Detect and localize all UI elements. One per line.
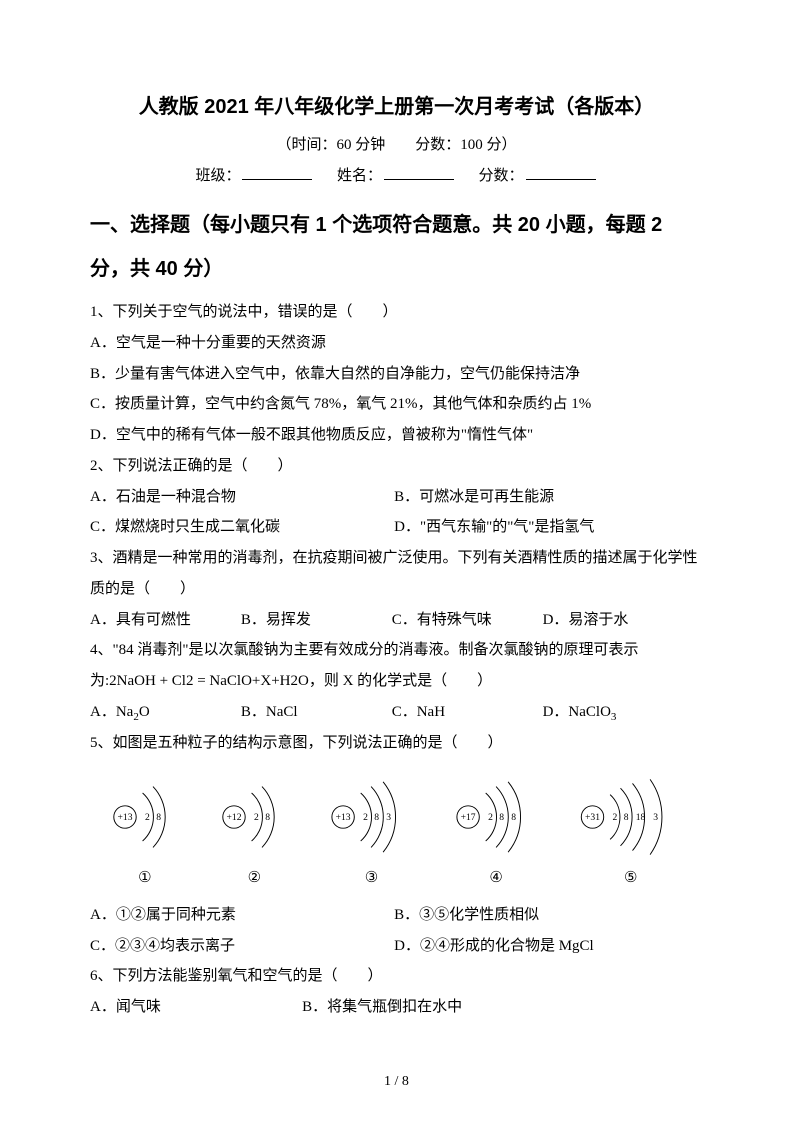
student-info-line: 班级： 姓名： 分数： <box>90 164 703 185</box>
q4-opts: A．Na2O B．NaCl C．NaH D．NaClO3 <box>90 697 703 729</box>
svg-text:2: 2 <box>145 812 150 823</box>
atom-5-label: ⑤ <box>573 863 688 894</box>
q5-opt-a: A．①②属于同种元素 <box>90 900 390 931</box>
q4-stem: 4、"84 消毒剂"是以次氯酸钠为主要有效成分的消毒液。制备次氯酸钠的原理可表示… <box>90 635 703 697</box>
section-1-heading: 一、选择题（每小题只有 1 个选项符合题意。共 20 小题，每题 2 分，共 4… <box>90 203 703 291</box>
page-footer: 1 / 8 <box>0 1074 793 1090</box>
q5-stem: 5、如图是五种粒子的结构示意图，下列说法正确的是（ ） <box>90 728 703 759</box>
svg-text:+17: +17 <box>460 812 475 823</box>
q6-opt-b: B．将集气瓶倒扣在水中 <box>302 992 462 1023</box>
svg-text:+12: +12 <box>227 812 242 823</box>
score-blank[interactable] <box>526 164 596 180</box>
q4-d-sub: 3 <box>611 711 617 723</box>
svg-text:8: 8 <box>624 812 629 823</box>
q5-row1: A．①②属于同种元素 B．③⑤化学性质相似 <box>90 900 703 931</box>
question-4: 4、"84 消毒剂"是以次氯酸钠为主要有效成分的消毒液。制备次氯酸钠的原理可表示… <box>90 635 703 728</box>
atom-1: +13 2 8 ① <box>105 777 185 894</box>
q4-opt-b: B．NaCl <box>241 697 388 728</box>
question-2: 2、下列说法正确的是（ ） A．石油是一种混合物 B．可燃冰是可再生能源 C．煤… <box>90 451 703 543</box>
question-5: 5、如图是五种粒子的结构示意图，下列说法正确的是（ ） +13 2 8 ① <box>90 728 703 961</box>
atom-4-label: ④ <box>449 863 544 894</box>
q4-opt-d: D．NaClO3 <box>543 697 690 729</box>
q2-opt-d: D．"西气东输"的"气"是指氢气 <box>394 512 694 543</box>
svg-text:+13: +13 <box>336 812 351 823</box>
atom-3-label: ③ <box>324 863 419 894</box>
q4-a-pre: A．Na <box>90 704 133 720</box>
svg-text:3: 3 <box>386 812 391 823</box>
q3-opt-a: A．具有可燃性 <box>90 605 237 636</box>
atom-2: +12 2 8 ② <box>214 777 294 894</box>
q2-row2: C．煤燃烧时只生成二氧化碳 D．"西气东输"的"气"是指氢气 <box>90 512 703 543</box>
question-6: 6、下列方法能鉴别氧气和空气的是（ ） A．闻气味 B．将集气瓶倒扣在水中 <box>90 961 703 1023</box>
atom-5-svg: +31 2 8 18 3 <box>573 777 688 857</box>
atom-2-svg: +12 2 8 <box>214 777 294 857</box>
class-label: 班级： <box>195 168 240 184</box>
atom-5: +31 2 8 18 3 ⑤ <box>573 777 688 894</box>
q3-opt-c: C．有特殊气味 <box>392 605 539 636</box>
atom-4: +17 2 8 8 ④ <box>449 777 544 894</box>
atom-4-svg: +17 2 8 8 <box>449 777 544 857</box>
svg-text:8: 8 <box>156 812 161 823</box>
svg-text:8: 8 <box>266 812 271 823</box>
svg-text:2: 2 <box>363 812 368 823</box>
question-1: 1、下列关于空气的说法中，错误的是（ ） A．空气是一种十分重要的天然资源 B．… <box>90 297 703 451</box>
q4-opt-c: C．NaH <box>392 697 539 728</box>
q5-opt-c: C．②③④均表示离子 <box>90 931 390 962</box>
q2-row1: A．石油是一种混合物 B．可燃冰是可再生能源 <box>90 482 703 513</box>
svg-text:+31: +31 <box>585 812 600 823</box>
svg-text:8: 8 <box>511 812 516 823</box>
atom-1-svg: +13 2 8 <box>105 777 185 857</box>
name-label: 姓名： <box>337 168 382 184</box>
q1-opt-d: D．空气中的稀有气体一般不跟其他物质反应，曾被称为"惰性气体" <box>90 420 703 451</box>
q2-opt-a: A．石油是一种混合物 <box>90 482 390 513</box>
score-label: 分数： <box>479 168 524 184</box>
exam-info: （时间：60 分钟 分数：100 分） <box>90 133 703 154</box>
q6-row1: A．闻气味 B．将集气瓶倒扣在水中 <box>90 992 703 1023</box>
questions-body: 1、下列关于空气的说法中，错误的是（ ） A．空气是一种十分重要的天然资源 B．… <box>90 297 703 1023</box>
name-blank[interactable] <box>384 164 454 180</box>
q5-row2: C．②③④均表示离子 D．②④形成的化合物是 MgCl <box>90 931 703 962</box>
class-blank[interactable] <box>242 164 312 180</box>
q4-a-post: O <box>139 704 150 720</box>
q3-opt-b: B．易挥发 <box>241 605 388 636</box>
q3-opts: A．具有可燃性 B．易挥发 C．有特殊气味 D．易溶于水 <box>90 605 703 636</box>
svg-text:8: 8 <box>374 812 379 823</box>
atom-diagrams: +13 2 8 ① +12 2 8 <box>90 777 703 894</box>
page: 人教版 2021 年八年级化学上册第一次月考考试（各版本） （时间：60 分钟 … <box>0 0 793 1122</box>
atom-2-label: ② <box>214 863 294 894</box>
atom-3-svg: +13 2 8 3 <box>324 777 419 857</box>
atom-3: +13 2 8 3 ③ <box>324 777 419 894</box>
q2-stem: 2、下列说法正确的是（ ） <box>90 451 703 482</box>
q1-opt-b: B．少量有害气体进入空气中，依靠大自然的自净能力，空气仍能保持洁净 <box>90 359 703 390</box>
exam-title: 人教版 2021 年八年级化学上册第一次月考考试（各版本） <box>90 90 703 119</box>
q2-opt-b: B．可燃冰是可再生能源 <box>394 482 694 513</box>
q1-opt-a: A．空气是一种十分重要的天然资源 <box>90 328 703 359</box>
q5-opt-b: B．③⑤化学性质相似 <box>394 900 694 931</box>
svg-text:3: 3 <box>653 812 658 823</box>
q6-opt-a: A．闻气味 <box>90 992 298 1023</box>
question-3: 3、酒精是一种常用的消毒剂，在抗疫期间被广泛使用。下列有关酒精性质的描述属于化学… <box>90 543 703 635</box>
q6-stem: 6、下列方法能鉴别氧气和空气的是（ ） <box>90 961 703 992</box>
svg-text:2: 2 <box>488 812 493 823</box>
svg-text:+13: +13 <box>117 812 132 823</box>
q4-opt-a: A．Na2O <box>90 697 237 729</box>
q1-opt-c: C．按质量计算，空气中约含氮气 78%，氧气 21%，其他气体和杂质约占 1% <box>90 389 703 420</box>
q4-d-pre: D．NaClO <box>543 704 611 720</box>
svg-text:2: 2 <box>254 812 259 823</box>
q1-stem: 1、下列关于空气的说法中，错误的是（ ） <box>90 297 703 328</box>
svg-text:8: 8 <box>499 812 504 823</box>
q3-opt-d: D．易溶于水 <box>543 605 690 636</box>
q5-opt-d: D．②④形成的化合物是 MgCl <box>394 931 694 962</box>
svg-text:2: 2 <box>613 812 618 823</box>
svg-text:18: 18 <box>636 812 646 823</box>
q2-opt-c: C．煤燃烧时只生成二氧化碳 <box>90 512 390 543</box>
atom-1-label: ① <box>105 863 185 894</box>
q3-stem: 3、酒精是一种常用的消毒剂，在抗疫期间被广泛使用。下列有关酒精性质的描述属于化学… <box>90 543 703 605</box>
